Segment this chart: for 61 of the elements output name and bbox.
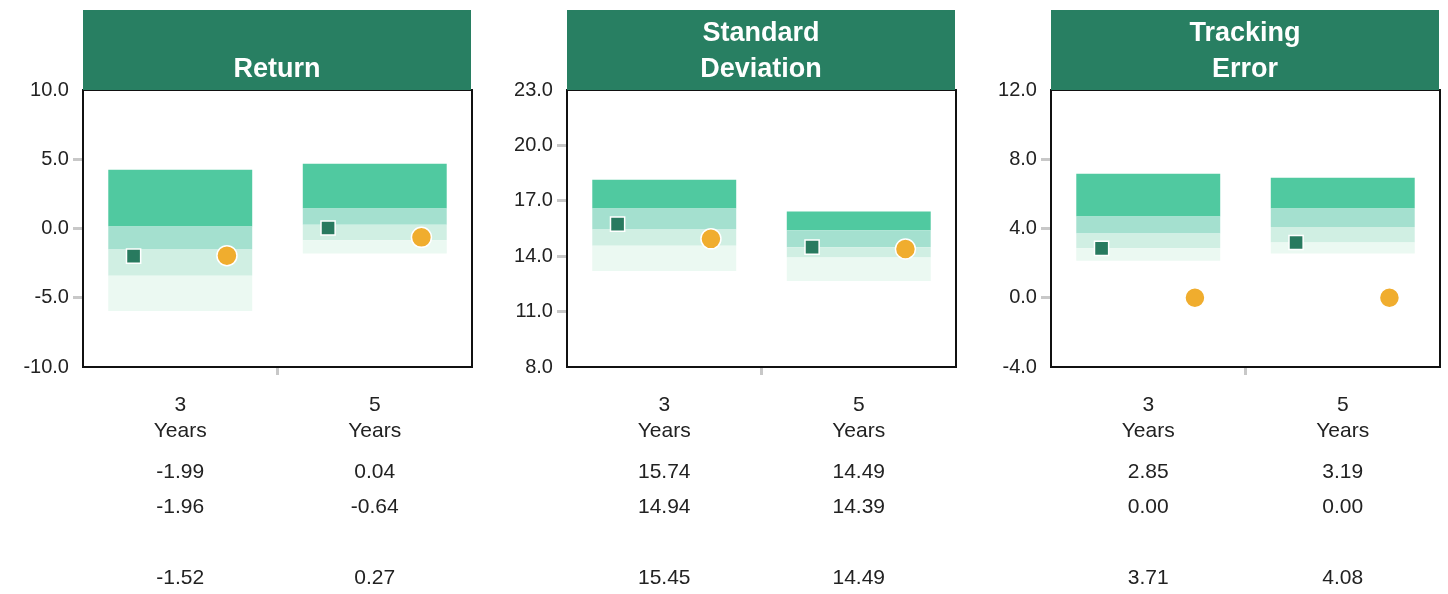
bar: [1270, 227, 1415, 243]
y-tick-label: 4.0: [1009, 216, 1037, 239]
bar: [1076, 233, 1221, 249]
y-tick-label: 5.0: [41, 146, 69, 169]
bar: [592, 179, 737, 209]
y-tick-label: -10.0: [23, 354, 69, 377]
x-tick-label: 3 Years: [153, 392, 207, 441]
data-label: 0.00: [1322, 493, 1364, 517]
bar: [1270, 177, 1415, 209]
chart-title: Tracking Error: [1188, 16, 1302, 85]
text: 3.71: [1127, 564, 1169, 588]
chart-title: Standard Deviation: [699, 16, 823, 85]
y-tick-label: -4.0: [1002, 354, 1037, 377]
y-tick-label: 11.0: [515, 299, 553, 322]
bar: [786, 211, 931, 231]
bar: [302, 240, 447, 254]
data-label: 2.85: [1127, 458, 1169, 482]
bar: [302, 208, 447, 225]
y-tick-label: 23.0: [514, 77, 553, 100]
x-tick-label: 3 Years: [637, 392, 691, 441]
bar: [1270, 208, 1415, 228]
y-tick-label: 0.0: [1009, 285, 1037, 308]
bar: [1270, 242, 1415, 254]
data-label: 3.19: [1322, 458, 1364, 482]
data-label: -1.99: [156, 458, 205, 482]
data-label: 14.49: [832, 458, 886, 482]
text: -1.52: [156, 564, 205, 588]
y-tick-label: 8.0: [1009, 146, 1037, 169]
y-tick-label: 17.0: [514, 188, 553, 211]
bar: [108, 275, 253, 311]
text: 14.49: [832, 564, 886, 588]
data-label: 14.39: [832, 493, 886, 517]
data-label: 0.00: [1127, 493, 1169, 517]
bar: [592, 245, 737, 271]
data-label: -0.64: [350, 493, 399, 517]
bar: [108, 226, 253, 250]
chart-title: Return: [233, 52, 321, 85]
y-tick-label: 10.0: [30, 77, 69, 100]
text: 0.27: [354, 564, 396, 588]
bar: [302, 163, 447, 209]
bar: [786, 257, 931, 281]
y-tick-label: 14.0: [514, 243, 553, 266]
x-tick-label: 3 Years: [1121, 392, 1175, 441]
y-tick-label: 20.0: [514, 132, 553, 155]
x-tick-label: 5 Years: [1316, 392, 1370, 441]
text: 4.08: [1322, 564, 1364, 588]
y-tick-label: 8.0: [525, 354, 553, 377]
y-tick-label: 0.0: [41, 216, 69, 239]
x-tick-label: 5 Years: [348, 392, 402, 441]
text: 15.45: [637, 564, 691, 588]
bar: [1076, 216, 1221, 234]
data-label: 0.04: [354, 458, 396, 482]
y-tick-label: -5.0: [34, 285, 69, 308]
y-tick-label: 12.0: [998, 77, 1037, 100]
x-tick-label: 5 Years: [832, 392, 886, 441]
bar: [1076, 173, 1221, 217]
bar: [108, 169, 253, 227]
bar: [1076, 248, 1221, 261]
data-label: 14.94: [637, 493, 691, 517]
data-label: -1.96: [156, 493, 205, 517]
data-label: 15.74: [637, 458, 691, 482]
